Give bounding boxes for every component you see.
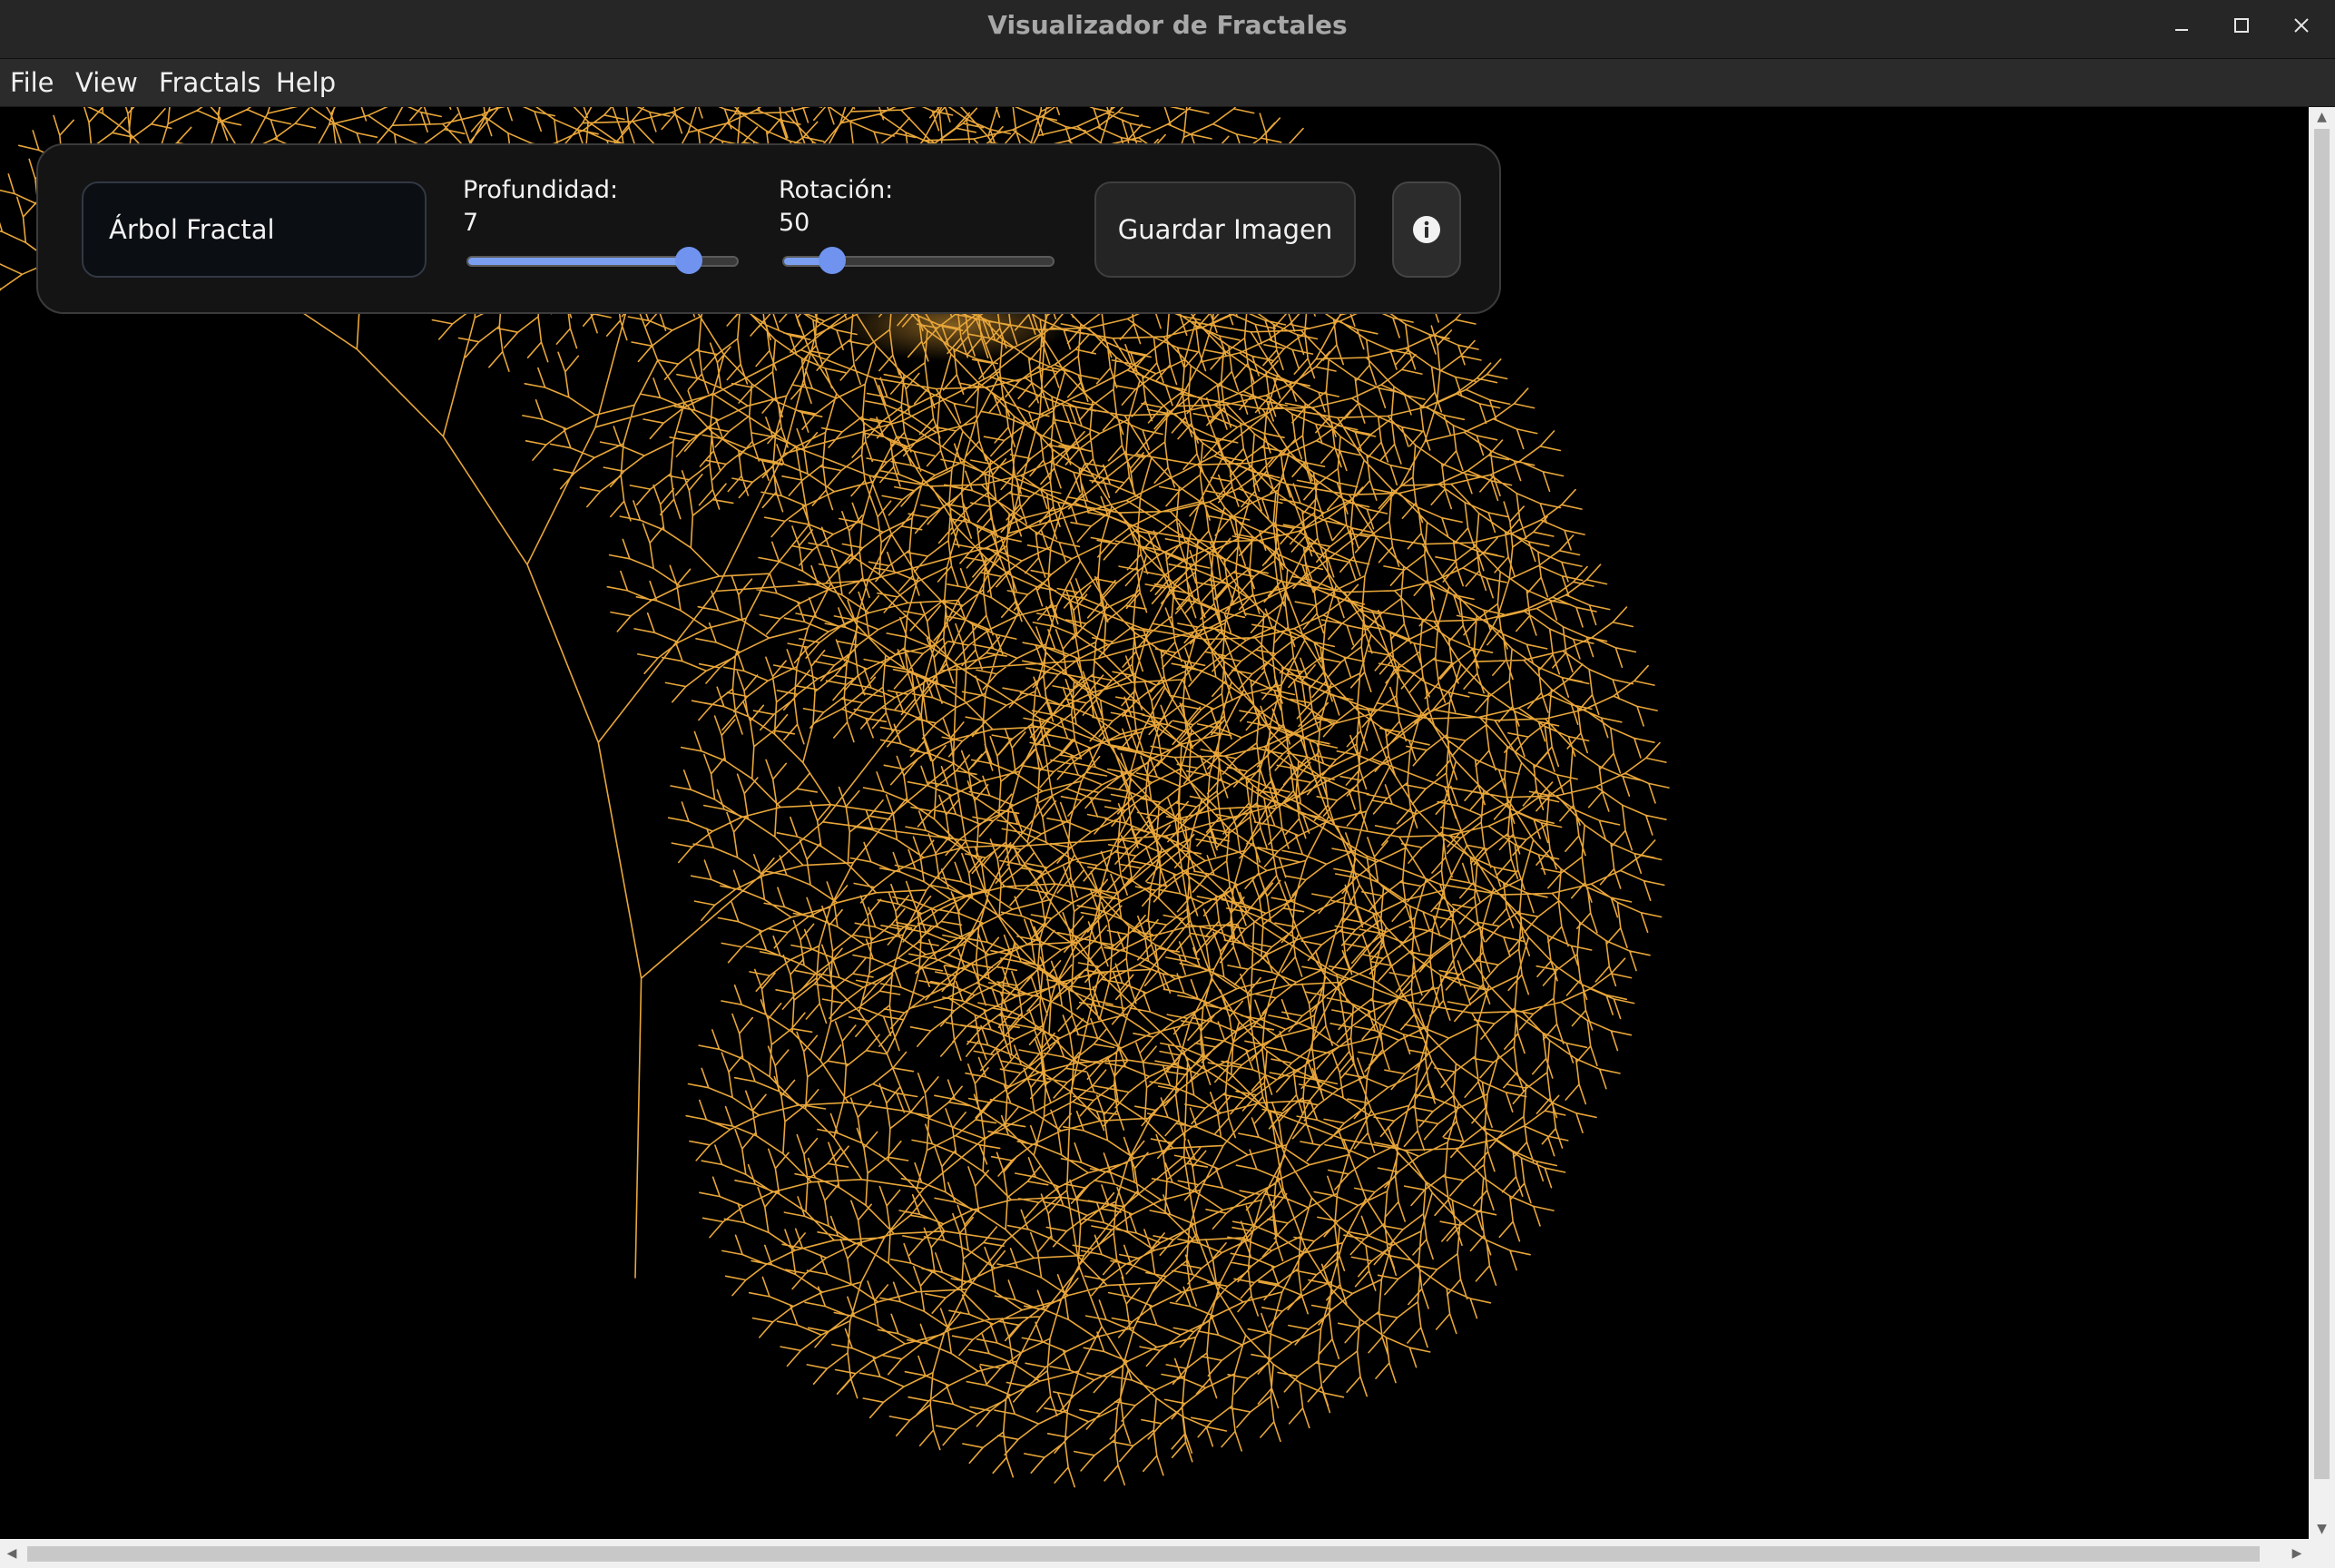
scroll-left-icon[interactable]: ◀ xyxy=(6,1546,17,1561)
close-button[interactable] xyxy=(2276,7,2327,44)
close-icon xyxy=(2294,18,2309,33)
info-button[interactable] xyxy=(1392,181,1461,278)
rotation-label: Rotación: xyxy=(779,176,894,204)
control-panel: Árbol Fractal Profundidad: 7 Rotación: 5… xyxy=(36,143,1501,314)
depth-value: 7 xyxy=(463,209,479,237)
depth-label: Profundidad: xyxy=(463,176,619,204)
window-title: Visualizador de Fractales xyxy=(987,10,1348,40)
scroll-right-icon[interactable]: ▶ xyxy=(2291,1546,2302,1561)
maximize-button[interactable] xyxy=(2216,7,2267,44)
maximize-icon xyxy=(2234,18,2249,33)
menu-help[interactable]: Help xyxy=(276,67,337,98)
save-image-button[interactable]: Guardar Imagen xyxy=(1094,181,1356,278)
menu-fractals[interactable]: Fractals xyxy=(159,67,261,98)
scroll-down-icon[interactable]: ▼ xyxy=(2317,1522,2327,1536)
info-icon xyxy=(1413,216,1440,243)
minimize-button[interactable] xyxy=(2156,7,2207,44)
depth-slider-thumb[interactable] xyxy=(674,247,702,274)
fractal-canvas[interactable]: Árbol Fractal Profundidad: 7 Rotación: 5… xyxy=(0,107,2309,1539)
rotation-slider-fill xyxy=(784,258,833,265)
horizontal-scrollbar[interactable]: ◀ ▶ xyxy=(0,1539,2335,1568)
depth-slider-fill xyxy=(468,258,689,265)
vertical-scrollbar[interactable]: ▲ ▼ xyxy=(2309,107,2335,1539)
vertical-scroll-thumb[interactable] xyxy=(2314,129,2330,1479)
fractal-type-select[interactable]: Árbol Fractal xyxy=(82,181,427,278)
depth-slider[interactable] xyxy=(466,247,739,274)
menu-bar: File View Fractals Help xyxy=(0,59,2335,107)
scroll-up-icon[interactable]: ▲ xyxy=(2317,110,2327,124)
horizontal-scroll-thumb[interactable] xyxy=(27,1546,2260,1562)
rotation-slider-thumb[interactable] xyxy=(819,247,847,274)
menu-view[interactable]: View xyxy=(75,67,138,98)
fractal-tree-drawing xyxy=(0,107,1670,1488)
title-bar: Visualizador de Fractales xyxy=(0,0,2335,59)
rotation-slider[interactable] xyxy=(782,247,1055,274)
rotation-value: 50 xyxy=(779,209,810,237)
fractal-branches xyxy=(0,107,1670,1488)
menu-file[interactable]: File xyxy=(10,67,54,98)
minimize-icon xyxy=(2175,29,2188,31)
